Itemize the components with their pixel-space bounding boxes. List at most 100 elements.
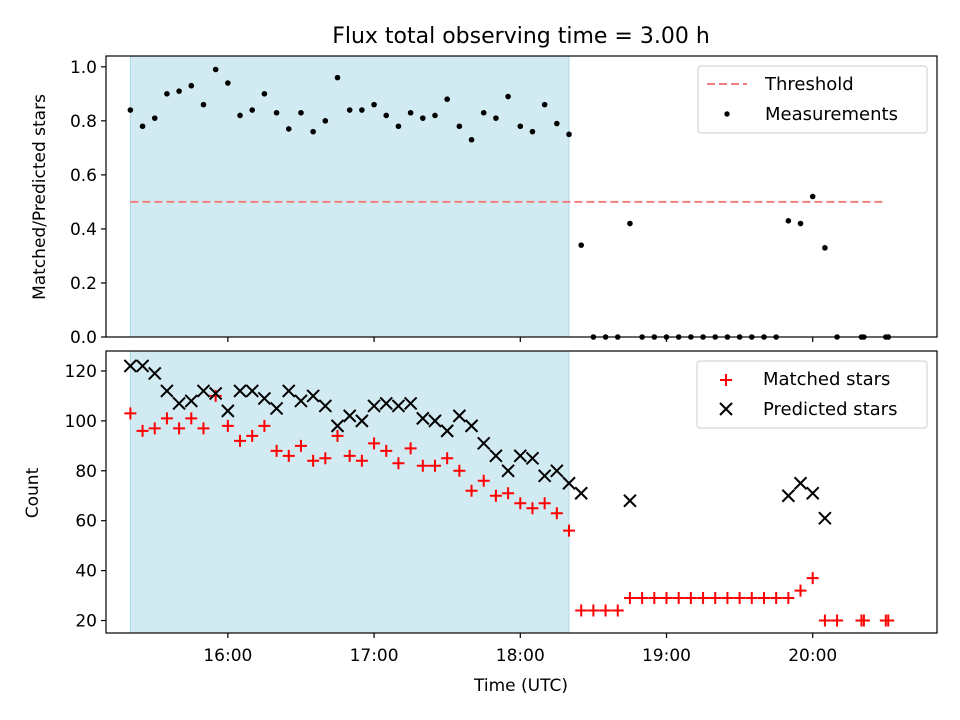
measurements-point <box>383 112 390 119</box>
matched-stars-point <box>623 592 636 605</box>
bottom-y-axis-label: Count <box>23 467 43 518</box>
measurements-point <box>444 96 450 103</box>
measurements-point <box>797 220 804 227</box>
predicted-stars-point <box>501 464 515 478</box>
legend-measurements-swatch <box>724 111 730 117</box>
bottom-plot-frame <box>105 350 938 634</box>
matched-stars-point <box>721 592 734 605</box>
predicted-stars-point <box>391 399 406 413</box>
predicted-stars-point <box>464 419 479 433</box>
bottom-y-tick-label: 40 <box>75 562 97 582</box>
predicted-stars-point <box>513 449 527 463</box>
matched-stars-point <box>757 592 770 605</box>
measurements-point <box>371 101 377 108</box>
predicted-stars-point <box>440 424 454 438</box>
measurements-point <box>529 128 536 135</box>
bottom-x-tick-label: 19:00 <box>642 646 691 666</box>
matched-stars-point <box>782 592 795 605</box>
matched-stars-point <box>733 592 746 605</box>
bottom-panel: 16:00 17:00 18:00 19:00 20:0020406080100120 … <box>23 350 938 696</box>
top-observing-span <box>129 55 570 338</box>
predicted-stars-point <box>330 419 345 433</box>
predicted-stars-point <box>221 404 235 418</box>
legend-measurements-label: Measurements <box>765 104 898 125</box>
bottom-y-tick-label: 20 <box>75 612 97 632</box>
measurements-point <box>480 109 487 116</box>
measurements-point <box>517 123 524 130</box>
predicted-stars-point <box>355 414 369 428</box>
matched-stars-point <box>173 422 186 435</box>
measurements-point <box>334 74 341 81</box>
matched-stars-point <box>502 487 515 500</box>
predicted-stars-point <box>294 394 308 408</box>
matched-stars-point <box>319 452 332 465</box>
predicted-stars-point <box>477 436 491 451</box>
predicted-stars-point <box>525 451 540 466</box>
measurements-point <box>298 109 304 116</box>
matched-stars-point <box>599 604 612 617</box>
matched-stars-point <box>794 584 807 597</box>
matched-stars-point <box>124 407 137 420</box>
legend-threshold-label: Threshold <box>764 74 854 95</box>
predicted-stars-point <box>623 494 637 508</box>
matched-stars-point <box>270 444 283 457</box>
predicted-stars-point <box>196 384 211 398</box>
matched-stars-point <box>697 592 710 605</box>
predicted-stars-point <box>208 386 223 401</box>
predicted-stars-point <box>379 396 393 411</box>
matched-stars-point <box>428 459 441 472</box>
matched-stars-point <box>282 449 295 462</box>
top-y-tick-label: 0.6 <box>70 166 97 186</box>
measurements-point <box>541 101 548 108</box>
measurements-point <box>127 107 134 113</box>
measurements-point <box>505 93 511 100</box>
top-legend-box <box>697 65 928 134</box>
bottom-legend: Matched stars Predicted stars <box>696 360 928 429</box>
measurements-point <box>249 107 256 113</box>
bottom-x-tick-label: 16:00 <box>203 646 252 666</box>
legend-matched-label: Matched stars <box>763 369 890 390</box>
matched-stars-point <box>404 442 417 455</box>
measurements-point <box>151 115 158 121</box>
measurements-point <box>456 123 463 130</box>
predicted-stars-point <box>818 511 832 525</box>
predicted-stars-point <box>574 486 588 500</box>
bottom-y-tick-label: 80 <box>75 462 97 482</box>
predicted-stars-point <box>452 409 467 423</box>
matched-stars-point <box>611 604 624 617</box>
measurements-point <box>566 131 572 138</box>
matched-stars-point <box>770 592 783 605</box>
matched-stars-point <box>882 614 895 627</box>
matched-stars-point <box>465 484 478 497</box>
predicted-stars-point <box>537 469 552 483</box>
legend-matched-swatch <box>720 374 732 386</box>
predicted-stars-point <box>269 401 284 416</box>
top-y-tick-label: 0.2 <box>70 274 97 294</box>
bottom-y-tick-label: 120 <box>65 362 97 382</box>
matched-stars-point <box>648 592 661 605</box>
legend-predicted-swatch <box>719 402 733 416</box>
matched-stars-point <box>709 592 722 605</box>
measurements-point <box>785 218 792 224</box>
measurements-point <box>188 82 195 89</box>
matched-stars-point <box>831 614 844 627</box>
predicted-stars-point <box>781 489 796 503</box>
matched-stars-point <box>489 489 502 502</box>
predicted-stars-point <box>148 366 162 381</box>
bottom-x-tick-label: 20:00 <box>788 646 837 666</box>
top-shaded-span <box>129 55 570 338</box>
matched-stars-point <box>587 604 600 617</box>
matched-stars-point <box>477 474 490 487</box>
predicted-stars-point <box>367 399 381 413</box>
legend-predicted-label: Predicted stars <box>763 399 897 420</box>
matched-stars-point <box>575 604 588 617</box>
matched-stars-point <box>331 429 344 442</box>
measurements-point <box>200 101 207 108</box>
measurements-point <box>420 115 426 121</box>
x-axis-label: Time (UTC) <box>473 676 568 696</box>
predicted-stars-point <box>806 486 820 500</box>
measurements-point <box>285 126 292 132</box>
measurements-point <box>627 220 633 227</box>
predicted-stars-point <box>550 464 564 478</box>
